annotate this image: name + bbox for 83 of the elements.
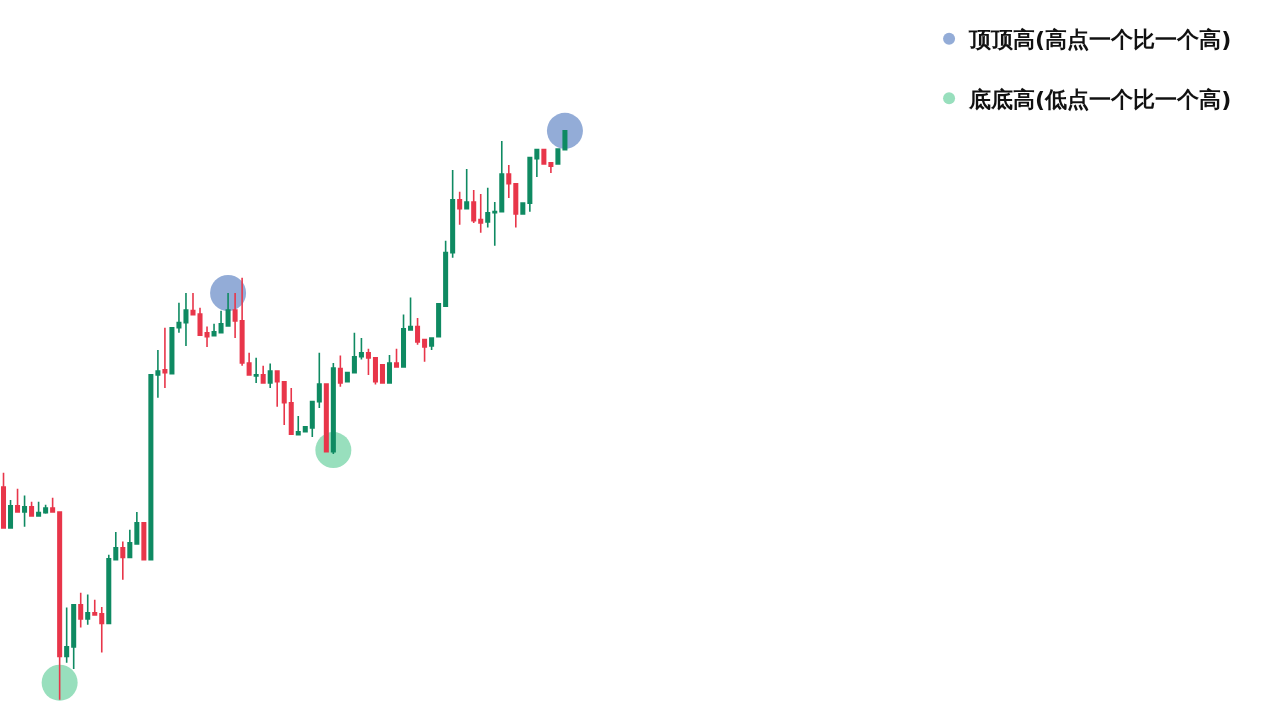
candlestick (225, 292, 231, 327)
candlestick (295, 415, 301, 436)
candlestick (471, 189, 477, 224)
candlestick (478, 193, 484, 234)
legend-label: 底底高(低点一个比一个高) (968, 86, 1232, 112)
candlestick (429, 337, 435, 351)
candlestick (169, 326, 175, 375)
candlestick (485, 186, 491, 229)
candlestick (267, 362, 273, 389)
candlestick (450, 169, 456, 259)
candlestick (246, 351, 252, 376)
candlestick (541, 148, 547, 165)
candlestick (548, 161, 554, 174)
candlestick (141, 522, 147, 561)
candlestick (534, 148, 540, 178)
candlestick (8, 499, 14, 529)
candlestick (204, 325, 210, 348)
candlestick (436, 303, 442, 338)
candlestick (85, 593, 91, 626)
candlestick (492, 201, 498, 247)
candlestick (22, 494, 28, 528)
candlestick (555, 148, 561, 165)
candlestick (408, 296, 414, 331)
candlestick (113, 531, 119, 561)
candlestick (351, 332, 357, 374)
legend-label: 顶顶高(高点一个比一个高) (968, 27, 1232, 53)
candlestick (415, 317, 421, 346)
candlestick (99, 606, 105, 654)
candlestick (337, 354, 343, 388)
candlestick (443, 239, 449, 307)
candlestick (302, 425, 308, 433)
candlestick (372, 357, 378, 386)
candlestick (562, 130, 568, 151)
candlestick (464, 168, 470, 210)
candlestick (211, 322, 217, 337)
candlestick (239, 276, 245, 367)
point (546, 112, 583, 149)
candlestick (148, 374, 154, 561)
candlestick (183, 292, 189, 347)
candlestick (127, 528, 133, 559)
candlestick (358, 337, 364, 361)
candlestick (36, 500, 42, 517)
candlestick (134, 511, 140, 545)
candlestick (78, 592, 84, 629)
candlestick (379, 363, 385, 384)
candlestick (422, 338, 428, 363)
candlestick (506, 164, 512, 199)
candlestick (457, 190, 463, 226)
candlestick (330, 362, 336, 455)
candlestick (499, 140, 505, 213)
candlestick (106, 553, 112, 625)
candlestick (527, 156, 533, 213)
candlestick (218, 309, 224, 334)
candlestick (71, 603, 77, 670)
candlestick (232, 292, 238, 339)
candlestick (393, 347, 400, 368)
candlestick (120, 540, 126, 581)
candlestick (520, 202, 526, 215)
point (41, 664, 78, 701)
candlestick (57, 511, 63, 701)
candlestick (401, 313, 407, 368)
candlestick (281, 380, 287, 426)
candlestick (162, 326, 168, 389)
candlestick (386, 354, 393, 384)
candlestick (0, 471, 7, 529)
candlestick (344, 371, 350, 383)
candlestick (309, 400, 315, 438)
candlestick (513, 182, 519, 229)
candlestick (323, 383, 329, 453)
candlestick (176, 301, 182, 334)
candlestick (316, 351, 322, 409)
candlestick (50, 497, 56, 513)
candlestick (64, 606, 70, 664)
candlestick (260, 365, 266, 384)
candlestick (288, 387, 294, 435)
candlestick (253, 357, 259, 384)
candlestick (155, 349, 161, 399)
candlestick (274, 370, 280, 408)
candlestick (15, 487, 21, 513)
candlestick (29, 500, 35, 517)
candlestick (365, 347, 371, 376)
candlestick (43, 503, 49, 515)
candlestick (92, 598, 98, 617)
